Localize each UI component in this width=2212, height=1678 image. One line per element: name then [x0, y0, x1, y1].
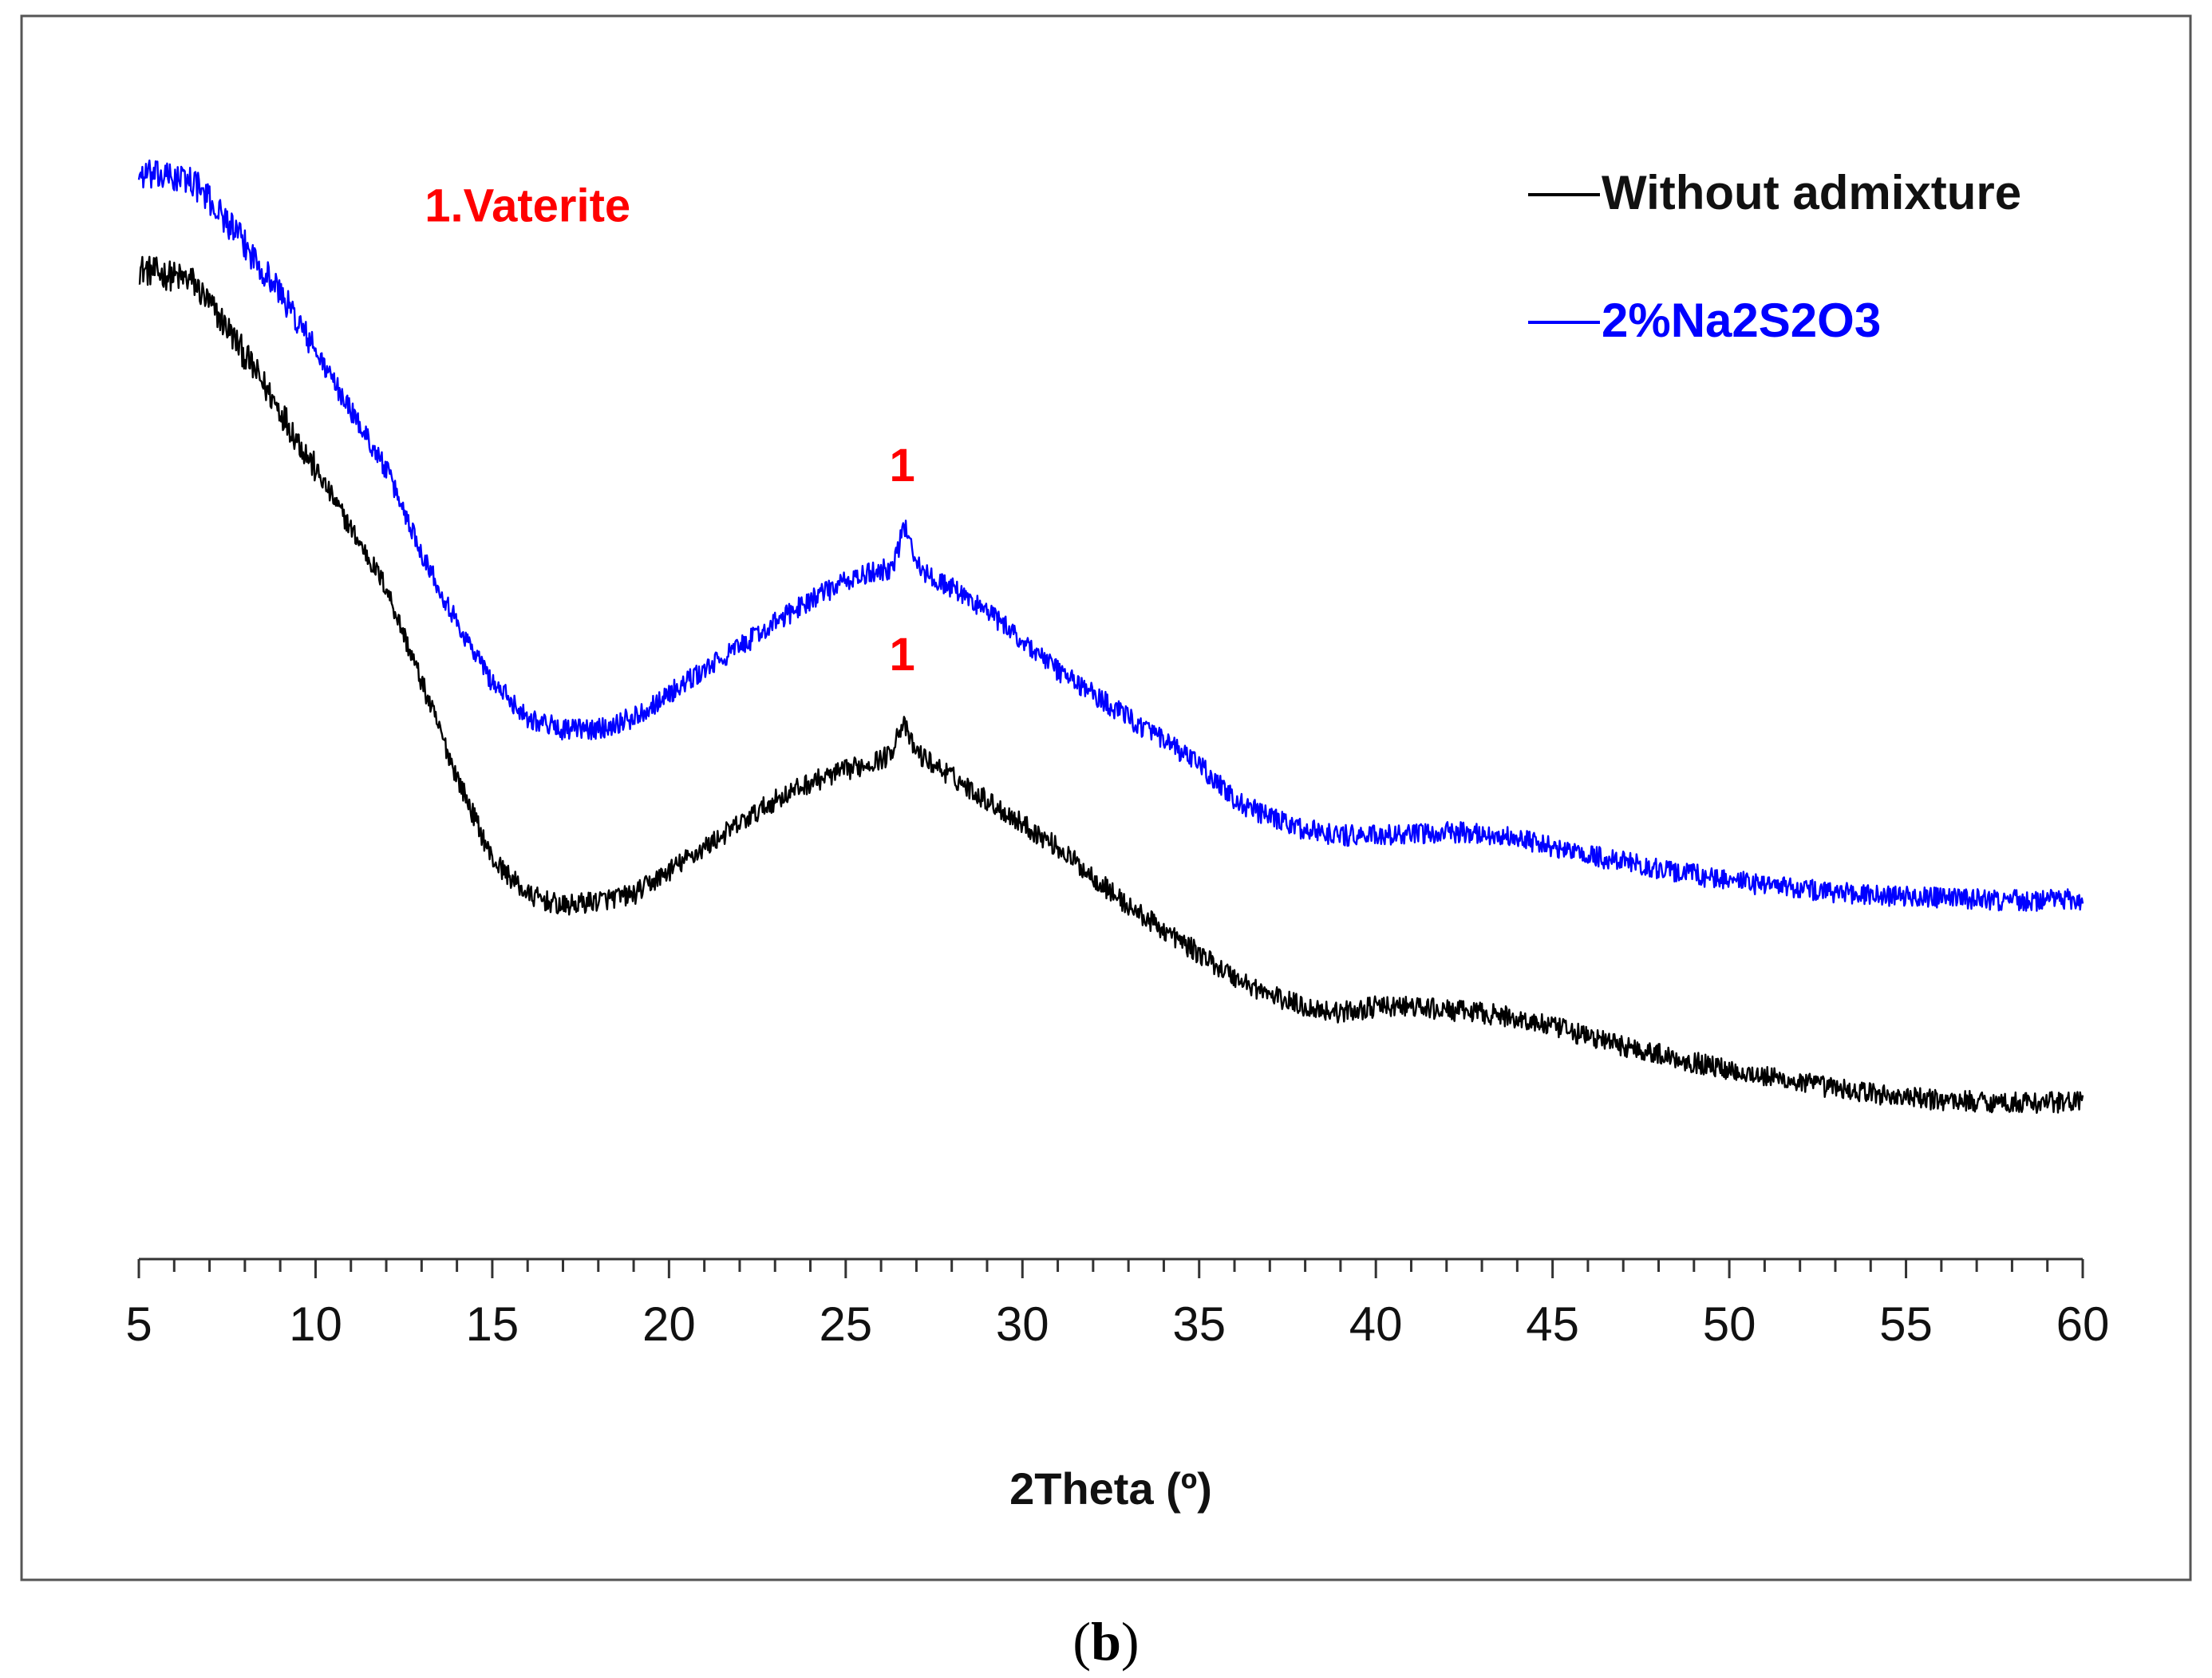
figure-caption: (b) [1072, 1611, 1139, 1672]
annotation-peak-label: 1 [890, 629, 915, 681]
x-axis: 5 10 15 20 25 30 35 40 45 50 55 60 [125, 1258, 2110, 1351]
series-line-na2s2o3 [137, 159, 2084, 912]
x-tick-label: 30 [996, 1297, 1049, 1351]
annotation-peak-label: 1 [890, 440, 915, 492]
legend: Without admixture 2%Na2S2O3 [1528, 166, 2021, 347]
legend-label: 2%Na2S2O3 [1602, 294, 1881, 347]
chart-frame [20, 14, 2192, 1581]
annotations: 1.Vaterite 1 1 [425, 180, 915, 681]
x-tick-label: 55 [1879, 1297, 1933, 1351]
caption-open-paren: ( [1072, 1611, 1091, 1672]
x-tick-label: 25 [819, 1297, 872, 1351]
x-tick-label: 45 [1526, 1297, 1579, 1351]
caption-letter: b [1091, 1611, 1121, 1672]
caption-close-paren: ) [1121, 1611, 1140, 1672]
series-layer [137, 159, 2084, 1114]
x-tick-label: 10 [289, 1297, 342, 1351]
x-tick-label: 15 [466, 1297, 519, 1351]
x-tick-label: 20 [642, 1297, 696, 1351]
x-tick-label: 60 [2056, 1297, 2110, 1351]
x-tick-label: 40 [1349, 1297, 1403, 1351]
x-axis-title: 2Theta (º) [1009, 1463, 1212, 1514]
x-tick-label: 50 [1703, 1297, 1756, 1351]
x-tick-label: 5 [125, 1297, 152, 1351]
x-tick-label: 35 [1172, 1297, 1226, 1351]
series-line-without-admixture [138, 255, 2084, 1114]
legend-label: Without admixture [1602, 166, 2021, 219]
annotation-vaterite-label: 1.Vaterite [425, 180, 630, 232]
